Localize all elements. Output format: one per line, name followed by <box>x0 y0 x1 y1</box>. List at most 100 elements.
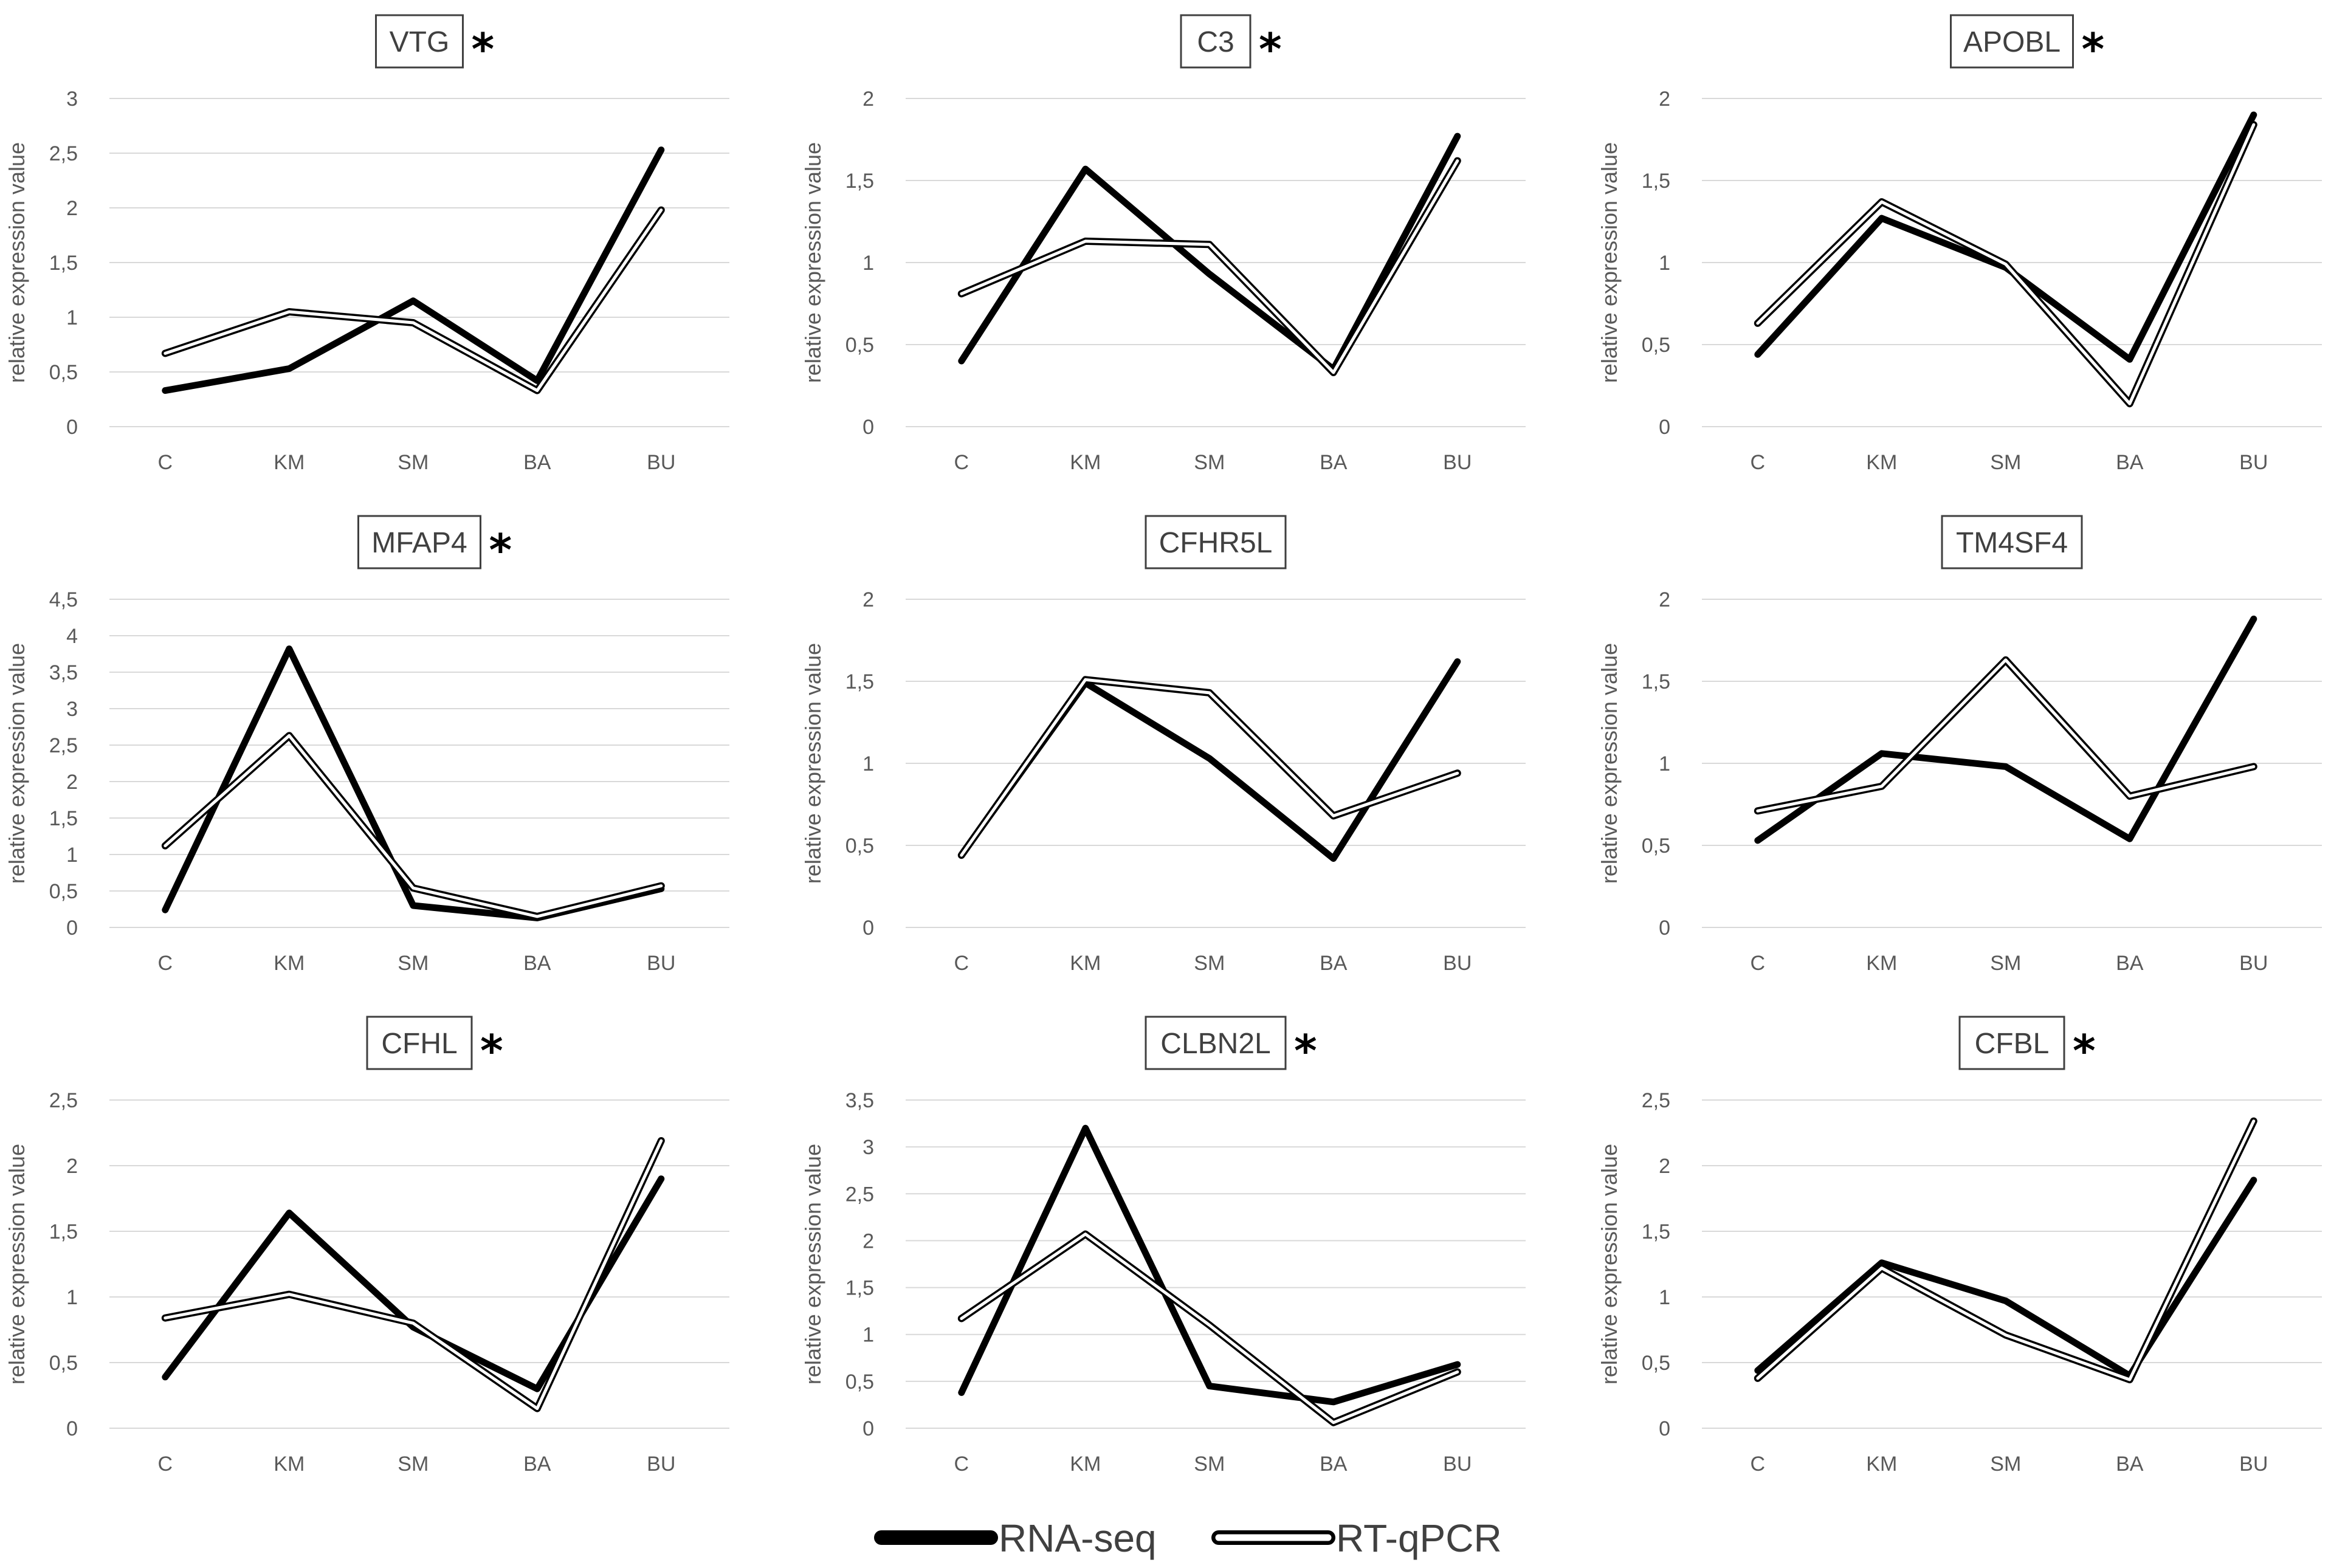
x-tick-label: KM <box>1866 952 1897 975</box>
y-tick-label: 0 <box>863 916 874 940</box>
x-tick-label: C <box>954 952 969 975</box>
x-tick-label: KM <box>274 1453 305 1476</box>
y-axis-title: relative expression value <box>801 1144 825 1384</box>
x-tick-label: BU <box>2239 1453 2268 1476</box>
x-tick-label: BA <box>523 952 551 975</box>
y-tick-label: 1,5 <box>49 807 78 830</box>
y-tick-label: 4 <box>66 625 78 648</box>
chart-panel-mfap4: 0 0,5 1 1,5 2 2,5 3 3,5 4 4,5 C KM SM BA BU relative ex… <box>4 515 729 975</box>
y-tick-label: 3,5 <box>845 1089 874 1112</box>
x-tick-label: KM <box>1070 1453 1101 1476</box>
x-tick-label: BU <box>1443 451 1472 474</box>
x-tick-label: KM <box>1070 451 1101 474</box>
chart-panel-cfbl: 0 0,5 1 1,5 2 2,5 C KM SM BA BU relative expression… <box>1597 1016 2322 1476</box>
y-tick-label: 1 <box>66 1286 78 1309</box>
series-line-rt-qpcr <box>960 678 1459 857</box>
y-tick-label: 0,5 <box>49 880 78 903</box>
y-tick-label: 0 <box>66 416 78 439</box>
x-tick-label: KM <box>1070 952 1101 975</box>
x-tick-label: KM <box>1866 451 1897 474</box>
x-tick-label: BU <box>647 451 675 474</box>
y-axis-title: relative expression value <box>1597 142 1622 383</box>
y-axis-title: relative expression value <box>4 1144 29 1384</box>
x-tick-label: BA <box>1320 1453 1348 1476</box>
y-tick-label: 0 <box>1659 916 1670 940</box>
chart-title-box <box>1145 515 1287 569</box>
x-tick-label: BU <box>2239 952 2268 975</box>
y-tick-label: 2,5 <box>49 142 78 165</box>
chart-panel-apobl: 0 0,5 1 1,5 2 C KM SM BA BU relative expression va… <box>1597 14 2322 474</box>
significance-marker: * <box>472 24 495 75</box>
chart-panel-c3: 0 0,5 1 1,5 2 C KM SM BA BU relative expression va… <box>801 14 1526 474</box>
x-tick-label: C <box>954 451 969 474</box>
series-line-rt-qpcr <box>164 734 663 918</box>
significance-marker: * <box>1259 24 1282 75</box>
y-tick-label: 2 <box>1659 588 1670 611</box>
y-tick-label: 1 <box>1659 252 1670 275</box>
chart-title: CFHR5L <box>1159 527 1273 559</box>
x-tick-label: BA <box>1320 952 1348 975</box>
series-line-rna-seq <box>1754 1177 2257 1380</box>
y-tick-label: 2,5 <box>49 1089 78 1112</box>
chart-title-box <box>1950 14 2074 69</box>
chart-title-box <box>1180 14 1252 69</box>
significance-marker: * <box>2082 24 2105 75</box>
chart-panels: 0 0,5 1 1,5 2 2,5 3 C KM SM BA BU relative expressio… <box>4 14 2322 1476</box>
y-tick-label: 1 <box>66 844 78 867</box>
x-tick-label: KM <box>1866 1453 1897 1476</box>
legend-label-rna-seq: RNA-seq <box>999 1516 1157 1560</box>
y-axis-title: relative expression value <box>1597 1144 1622 1384</box>
y-tick-label: 1,5 <box>1642 170 1670 193</box>
chart-title: CFBL <box>1975 1028 2050 1060</box>
x-tick-label: C <box>158 952 173 975</box>
y-tick-label: 2 <box>863 588 874 611</box>
y-tick-label: 2 <box>66 771 78 794</box>
y-axis-title: relative expression value <box>1597 643 1622 884</box>
x-tick-label: KM <box>274 952 305 975</box>
series-line-rna-seq <box>162 146 665 394</box>
y-tick-label: 2 <box>1659 1155 1670 1178</box>
x-tick-label: SM <box>398 952 429 975</box>
x-tick-label: BA <box>2116 952 2144 975</box>
chart-panel-cfhr5l: 0 0,5 1 1,5 2 C KM SM BA BU relative expression va… <box>801 515 1526 975</box>
y-tick-label: 3,5 <box>49 661 78 684</box>
y-tick-label: 1 <box>66 306 78 329</box>
series-line-rt-qpcr-outline <box>957 676 1461 859</box>
series-line-rt-qpcr <box>1756 1119 2256 1381</box>
y-tick-label: 2 <box>863 88 874 111</box>
series-line-rt-qpcr <box>164 1139 663 1411</box>
y-tick-label: 2,5 <box>845 1183 874 1206</box>
significance-marker: * <box>489 524 512 576</box>
y-tick-label: 0 <box>863 416 874 439</box>
series-line-rt-qpcr <box>960 1233 1459 1425</box>
y-tick-label: 2 <box>1659 88 1670 111</box>
x-tick-label: BU <box>1443 952 1472 975</box>
chart-title: CFHL <box>381 1028 457 1060</box>
y-tick-label: 3 <box>863 1136 874 1159</box>
y-tick-label: 0 <box>1659 416 1670 439</box>
x-tick-label: SM <box>398 1453 429 1476</box>
y-tick-label: 0 <box>863 1417 874 1440</box>
series-line-rna-seq <box>958 1124 1461 1406</box>
y-axis-title: relative expression value <box>801 643 825 884</box>
chart-title: VTG <box>390 26 450 58</box>
chart-title-box <box>1958 1016 2065 1070</box>
y-tick-label: 0,5 <box>845 834 874 858</box>
x-tick-label: SM <box>1990 952 2021 975</box>
y-tick-label: 2 <box>66 197 78 220</box>
chart-title-box <box>357 515 481 569</box>
legend: RNA-seq RT-qPCR <box>874 1516 1502 1560</box>
y-tick-label: 2,5 <box>1642 1089 1670 1112</box>
legend-label-rt-qpcr: RT-qPCR <box>1336 1516 1502 1560</box>
y-tick-label: 0 <box>1659 1417 1670 1440</box>
y-tick-label: 0,5 <box>1642 834 1670 858</box>
significance-marker: * <box>480 1025 503 1076</box>
x-tick-label: C <box>1751 451 1766 474</box>
y-tick-label: 1 <box>863 1324 874 1347</box>
series-line-rna-seq <box>1754 111 2257 363</box>
significance-marker: * <box>1294 1025 1317 1076</box>
y-axis-title: relative expression value <box>4 643 29 884</box>
x-tick-label: SM <box>398 451 429 474</box>
x-tick-label: C <box>954 1453 969 1476</box>
chart-title: MFAP4 <box>371 527 467 559</box>
